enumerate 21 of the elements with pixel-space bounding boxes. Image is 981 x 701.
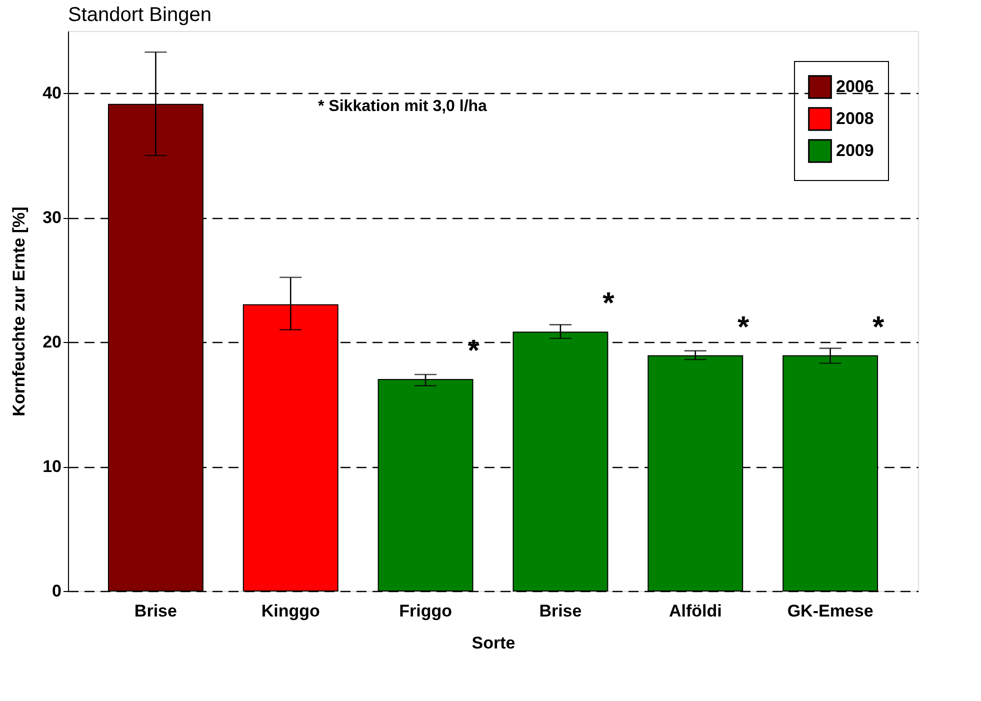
- y-tick-label: 0: [52, 582, 62, 600]
- legend-label: 2006: [836, 77, 874, 96]
- data-label: *: [872, 310, 884, 344]
- y-tick-label: 30: [42, 208, 62, 228]
- y-tick-label: 20: [42, 332, 62, 352]
- x-axis-title: Sorte: [472, 634, 516, 652]
- x-tick-label: Alföldi: [668, 602, 722, 620]
- y-tick-label: 10: [42, 457, 62, 476]
- x-tick-label: Friggo: [399, 602, 452, 620]
- y-axis-title: Kornfeuchte zur Ernte [%]: [10, 206, 29, 416]
- x-tick-label: Kinggo: [261, 602, 320, 620]
- legend-label: 2009: [836, 141, 874, 160]
- legend-label: 2008: [836, 109, 874, 128]
- x-tick-label: GK-Emese: [787, 602, 874, 620]
- x-tick-label: Brise: [539, 602, 582, 620]
- chart-title: Standort Bingen: [68, 4, 212, 26]
- data-label: *: [602, 287, 615, 320]
- annotation: * Sikkation mit 3,0 l/ha: [318, 98, 488, 115]
- x-tick-label: Brise: [134, 602, 177, 620]
- y-tick-label: 40: [42, 84, 62, 103]
- data-label: *: [738, 310, 750, 344]
